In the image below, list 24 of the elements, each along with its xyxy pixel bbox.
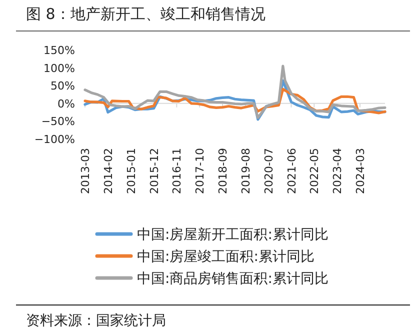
x-tick-label: 2024-03 bbox=[354, 148, 367, 194]
legend-label: 中国:房屋竣工面积:累计同比 bbox=[137, 249, 314, 265]
x-tick-label: 2022-05 bbox=[308, 148, 322, 194]
x-tick-label: 2016-11 bbox=[170, 148, 184, 194]
legend-label: 中国:商品房销售面积:累计同比 bbox=[137, 271, 328, 287]
x-tick-label: 2020-07 bbox=[262, 148, 276, 194]
text: 资料来源：国家统计局 bbox=[26, 313, 166, 329]
x-tick-label: 2014-02 bbox=[102, 148, 115, 194]
y-tick-label: 0% bbox=[58, 97, 75, 110]
x-tick-label: 2019-08 bbox=[239, 148, 252, 194]
x-tick-label: 2021-06 bbox=[285, 148, 298, 194]
y-tick-label: −100% bbox=[34, 133, 75, 146]
x-tick-label: 2015-12 bbox=[148, 148, 161, 194]
x-tick-label: 2013-03 bbox=[79, 148, 92, 194]
y-tick-label: −50% bbox=[41, 115, 75, 128]
y-tick-label: 50% bbox=[50, 80, 75, 93]
y-tick-label: 100% bbox=[44, 62, 75, 75]
chart-title: 图 8：地产新开工、竣工和销售情况 bbox=[26, 5, 266, 23]
x-tick-label: 2018-09 bbox=[216, 148, 230, 194]
x-tick-label: 2017-10 bbox=[194, 148, 207, 194]
y-tick-label: 150% bbox=[44, 44, 75, 57]
x-tick-label: 2015-01 bbox=[124, 148, 138, 194]
x-tick-label: 2023-04 bbox=[331, 148, 344, 194]
legend-label: 中国:房屋新开工面积:累计同比 bbox=[137, 227, 328, 243]
